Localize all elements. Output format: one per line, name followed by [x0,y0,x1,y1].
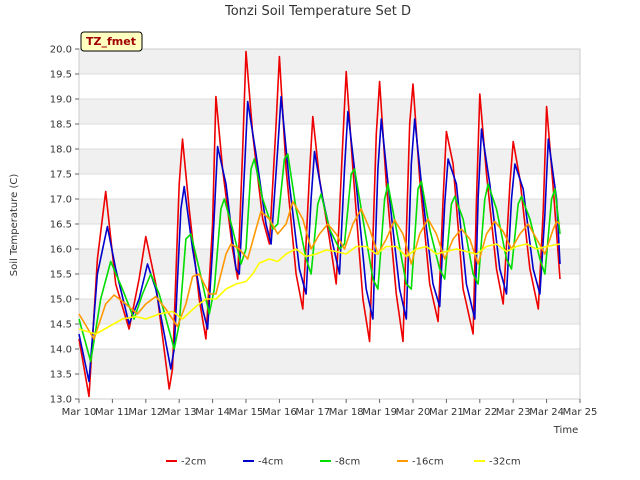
x-tick-label: Mar 12 [128,407,163,418]
x-tick-label: Mar 11 [95,407,130,418]
legend-label: -8cm [335,457,360,468]
y-tick-label: 13.5 [50,370,72,381]
plot-band [79,199,580,224]
legend-item: -32cm [474,457,521,468]
x-tick-label: Mar 23 [496,407,531,418]
plot-band [79,149,580,174]
x-tick-label: Mar 16 [262,407,297,418]
y-tick-label: 13.0 [50,395,72,406]
plot-band [79,49,580,74]
y-tick-label: 18.5 [50,120,72,131]
series-lines [78,50,561,398]
y-tick-label: 14.0 [50,345,72,356]
x-tick-label: Mar 10 [62,407,97,418]
y-tick-label: 18.0 [50,145,72,156]
x-tick-label: Mar 21 [429,407,464,418]
x-tick-label: Mar 25 [563,407,598,418]
legend-label: -4cm [258,457,283,468]
y-tick-label: 19.5 [50,70,72,81]
fmet-badge-box [80,31,143,52]
series-line-8cmcm [78,153,561,363]
plot-band [79,349,580,374]
fmet-badge: TZ_fmet [80,31,143,52]
series-line-16cmcm [78,200,561,340]
fmet-badge-text: TZ_fmet [86,35,136,48]
y-tick-label: 14.5 [50,320,72,331]
y-axis-label: Soil Temperature (C) [9,174,20,277]
legend: -2cm -4cm -8cm -16cm -32cm [166,457,521,468]
y-tick-label: 15.5 [50,270,72,281]
x-tick-label: Mar 22 [462,407,497,418]
series-line-2cmcm [78,50,561,398]
y-tick-label: 16.5 [50,220,72,231]
x-tick-label: Mar 15 [229,407,264,418]
y-tick-label: 16.0 [50,245,72,256]
legend-label: -16cm [412,457,444,468]
y-axis-ticks: 13.0 13.5 14.0 14.5 15.0 15.5 16.0 16.5 17.0 17.5… [50,45,79,406]
plot-band [79,299,580,324]
y-tick-label: 20.0 [50,45,72,56]
legend-item: -4cm [243,457,283,468]
y-tick-label: 17.0 [50,195,72,206]
x-tick-label: Mar 24 [529,407,564,418]
y-tick-label: 19.0 [50,95,72,106]
x-tick-label: Mar 18 [329,407,364,418]
legend-item: -2cm [166,457,206,468]
x-tick-label: Mar 14 [195,407,230,418]
series-line-32cmcm [78,243,561,335]
x-tick-label: Mar 17 [295,407,330,418]
y-tick-label: 15.0 [50,295,72,306]
x-tick-label: Mar 20 [396,407,431,418]
legend-label: -32cm [489,457,521,468]
y-tick-label: 17.5 [50,170,72,181]
legend-item: -8cm [320,457,360,468]
legend-label: -2cm [181,457,206,468]
plot-band [79,99,580,124]
chart-title: Tonzi Soil Temperature Set D [224,4,411,19]
x-axis-label: Time [553,425,578,436]
x-tick-label: Mar 19 [362,407,397,418]
legend-item: -16cm [397,457,444,468]
x-tick-label: Mar 13 [162,407,197,418]
series-line-4cmcm [78,95,561,383]
